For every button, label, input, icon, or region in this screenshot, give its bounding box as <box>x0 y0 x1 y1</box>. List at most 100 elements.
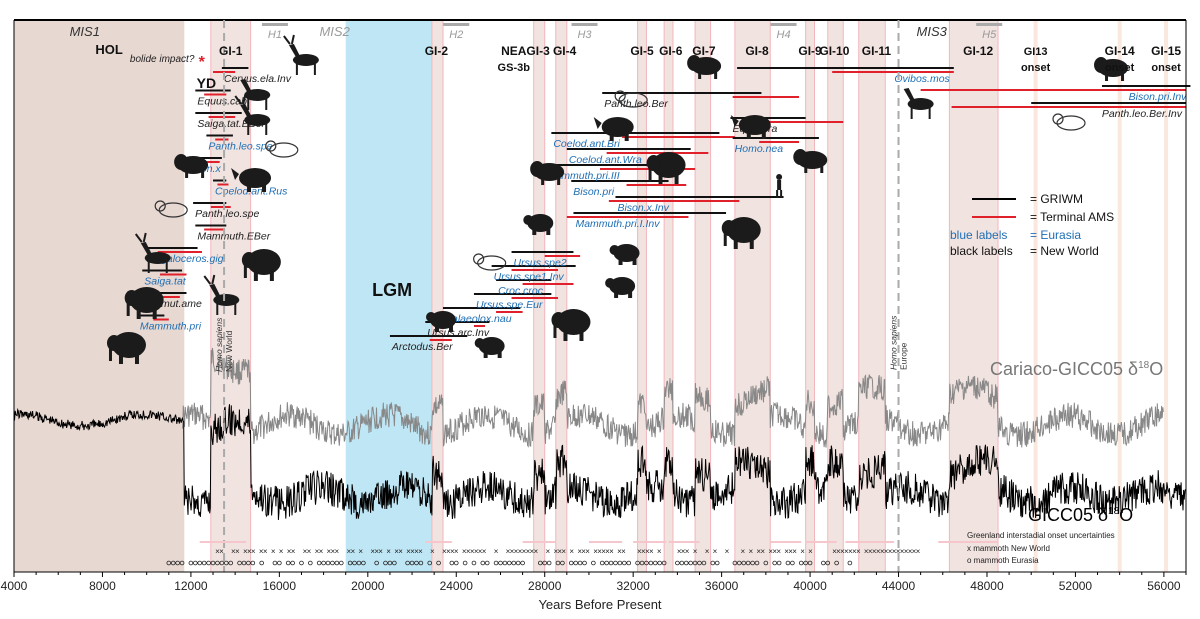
mammoth-eu-marker <box>356 560 362 566</box>
bison-hump <box>1094 57 1109 73</box>
deer-antler <box>234 94 247 105</box>
mammoth-eu-marker <box>798 560 804 566</box>
bear-silhouette-icon <box>605 277 636 298</box>
bear-leg <box>497 351 502 358</box>
mammoth-nw-marker: × <box>880 547 885 556</box>
bear-body <box>609 277 636 295</box>
bolide-label: bolide impact? <box>130 54 195 65</box>
mis-label: MIS3 <box>917 24 948 39</box>
lion-silhouette-icon <box>154 200 188 218</box>
mammoth-nw-marker: × <box>872 547 877 556</box>
mammoth-nw-marker: × <box>649 547 654 556</box>
mammoth-trunk <box>126 302 130 316</box>
taxon-label: Coelod.ant.Bri <box>553 138 620 150</box>
gi-label: GI-4 <box>553 44 577 58</box>
bison-leg <box>714 72 718 79</box>
mammoth-nw-marker: × <box>776 547 781 556</box>
lion-silhouette-icon <box>473 253 507 271</box>
taxon-label: Ovibos.mos <box>894 73 950 85</box>
bison-silhouette-icon <box>1094 57 1129 81</box>
mammoth-body <box>556 309 591 335</box>
series-label-tail: O <box>1149 359 1163 379</box>
human-leg <box>776 190 779 198</box>
mammoth-nw-marker: × <box>430 547 435 556</box>
mammoth-eu-marker <box>361 560 366 566</box>
mammoth-eu-marker <box>679 560 685 566</box>
mammoth-nw-marker: × <box>868 547 873 556</box>
taxon-label: Panth.leo.spe <box>208 141 272 153</box>
cariaco-series-line <box>181 347 1164 448</box>
mammoth-leg <box>749 239 754 249</box>
x-tick-label: 24000 <box>440 579 474 593</box>
mammoth-body <box>129 287 164 313</box>
taxon-label: Coelod.ant.Wra <box>569 154 642 166</box>
mammoth-eu-marker <box>573 560 578 566</box>
mammoth-nw-marker: × <box>522 547 527 556</box>
mammoth-eu-marker <box>745 560 751 566</box>
lion-head <box>473 253 485 265</box>
mammoth-eu-marker <box>241 560 247 566</box>
mammoth-nw-marker: × <box>557 547 562 556</box>
lion-silhouette-icon <box>265 140 299 158</box>
bear-head <box>605 278 616 288</box>
gi-label: NEA <box>501 44 527 58</box>
mammoth-nw-marker: × <box>374 547 379 556</box>
mammoth-nw-marker: × <box>748 547 753 556</box>
taxon-label: Homo.nea <box>735 143 784 155</box>
mammoth-leg <box>134 354 139 364</box>
rhino-body <box>239 168 272 188</box>
taxon-label: Ursus.spe.Eur <box>476 299 543 311</box>
gi-label: GI-5 <box>630 44 654 58</box>
deer-leg <box>265 123 268 135</box>
taxon-label: Bison.x.Inv <box>617 202 669 214</box>
taxon-label: Ursus.spe1.Inv <box>494 271 565 283</box>
lion-body <box>477 255 507 271</box>
mammoth-eu-marker <box>560 560 565 566</box>
mammoth-eu-marker <box>692 560 698 566</box>
mammoth-eu-marker <box>821 560 826 566</box>
mammoth-eu-marker <box>608 560 614 566</box>
lion-head <box>154 200 166 212</box>
mammoth-body <box>111 332 146 358</box>
heinrich-bar <box>443 23 470 26</box>
mammoth-trunk <box>243 264 247 278</box>
mammoth-eu-marker <box>613 560 618 566</box>
lion-silhouette-icon <box>1052 113 1086 131</box>
mammoth-nw-marker: × <box>410 547 415 556</box>
gi-label: GI-6 <box>659 44 683 58</box>
deer-leg <box>216 303 219 315</box>
mammoth-nw-marker: × <box>784 547 789 556</box>
horse-body <box>907 98 934 110</box>
mammoth-eu-marker <box>409 560 415 566</box>
mammoth-nw-marker: × <box>888 547 893 556</box>
rhino-leg <box>609 134 614 141</box>
bear-leg <box>628 291 633 298</box>
mammoth-nw-marker: × <box>478 547 483 556</box>
mammoth-nw-marker: × <box>597 547 602 556</box>
deer-body <box>244 114 271 126</box>
shaded-period <box>734 20 771 572</box>
mammoth-eu-marker <box>714 560 720 566</box>
mammoth-silhouette-icon <box>721 217 761 249</box>
lion-body <box>269 142 299 158</box>
mammoth-nw-marker: × <box>346 547 351 556</box>
heinrich-bar <box>261 23 288 26</box>
mammoth-nw-marker: × <box>685 547 690 556</box>
mammoth-nw-marker: × <box>852 547 857 556</box>
mammoth-nw-marker: × <box>844 547 849 556</box>
mammoth-eu-marker <box>834 560 839 566</box>
mammoth-nw-marker: × <box>581 547 586 556</box>
mammoth-leg <box>563 331 568 341</box>
rhino-leg <box>624 134 629 141</box>
mammoth-nw-marker: × <box>569 547 574 556</box>
gi-label: GI-3 <box>526 44 550 58</box>
homo-sapiens-sub: Europe <box>899 342 909 370</box>
mammoth-eu-marker <box>272 560 278 566</box>
mammoth-nw-marker: × <box>577 547 582 556</box>
mis-label: MIS1 <box>70 24 100 39</box>
shaded-period <box>533 20 545 572</box>
horse-neck <box>240 79 252 92</box>
mammoth-eu-marker <box>392 560 397 566</box>
mammoth-eu-marker <box>188 560 194 566</box>
x-tick-label: 28000 <box>528 579 562 593</box>
